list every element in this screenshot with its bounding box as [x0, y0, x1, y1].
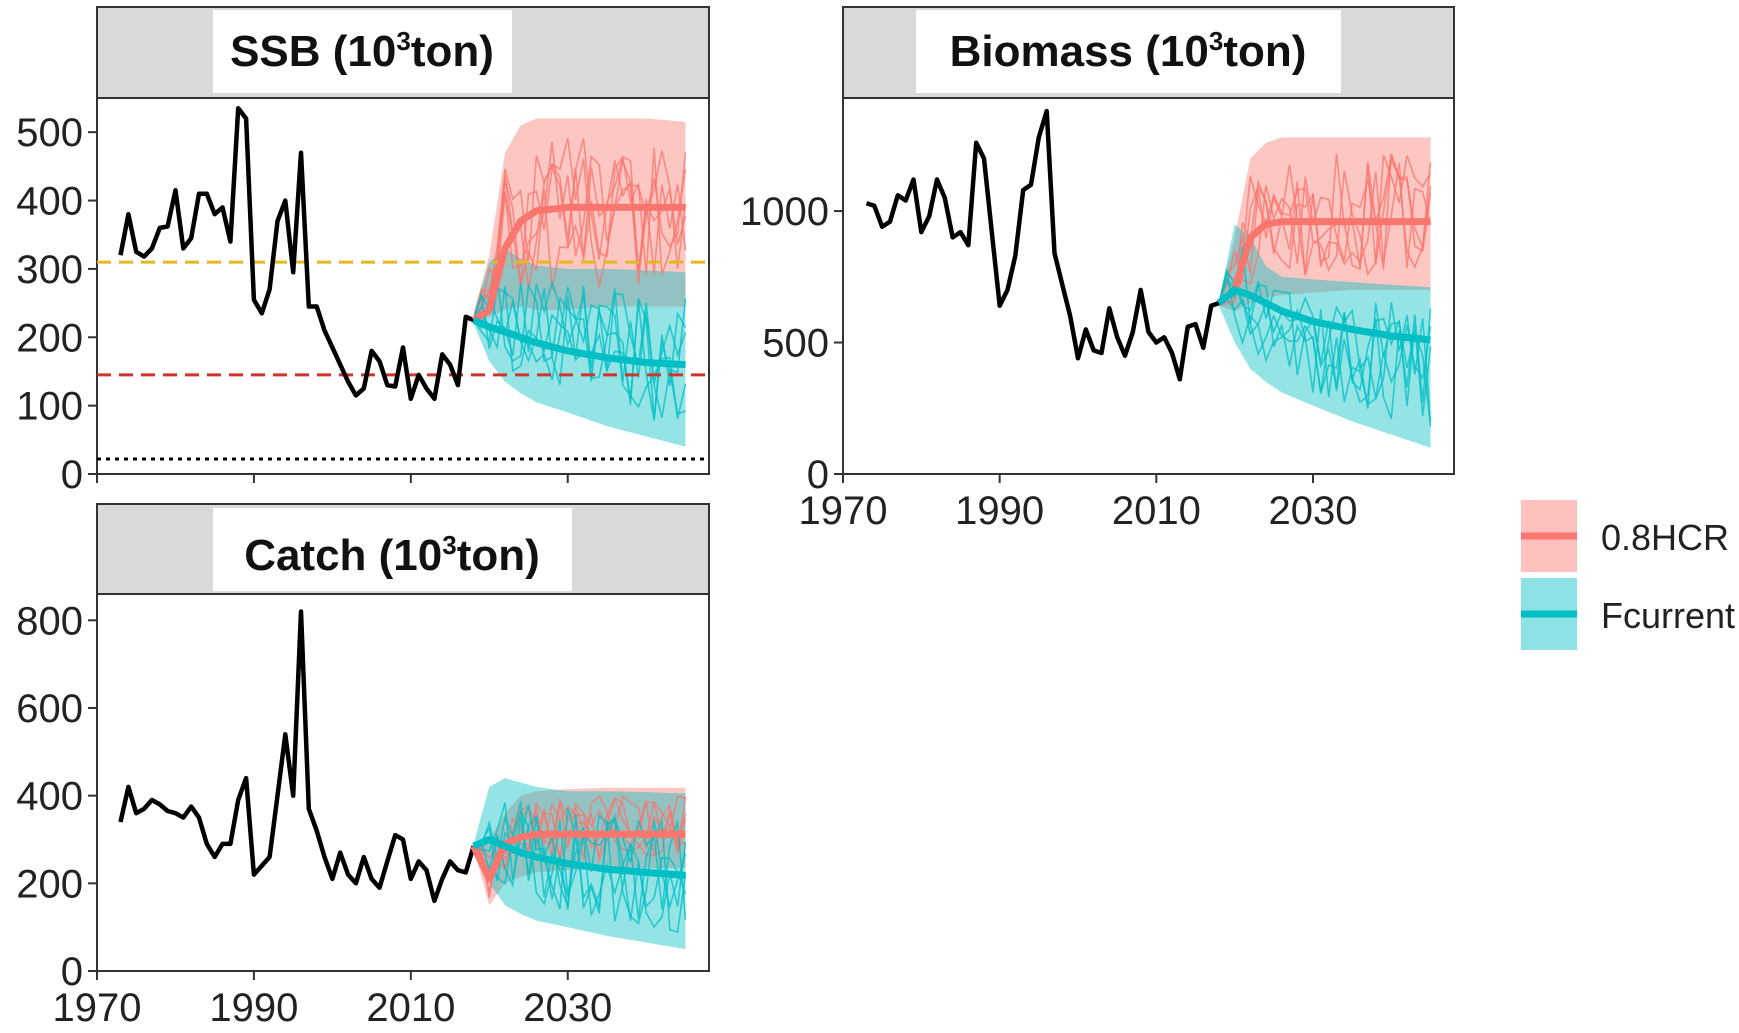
catch-xtick-label-2010: 2010 — [366, 986, 455, 1030]
biomass-plot-area — [842, 97, 1455, 475]
biomass-xtick-label-2030: 2030 — [1269, 489, 1358, 533]
biomass-xtick-label-1970: 1970 — [799, 489, 888, 533]
biomass-xtick-label-2010: 2010 — [1112, 489, 1201, 533]
biomass-hcr-trajectory-4 — [1218, 162, 1432, 304]
catch-ytick-label-600: 600 — [16, 687, 83, 731]
biomass-fcurrent-trajectory-4 — [1218, 271, 1432, 423]
catch-plot-area — [96, 593, 710, 972]
biomass-ytick-label-0: 0 — [807, 453, 829, 497]
legend: 0.8HCR Fcurrent — [1521, 500, 1735, 650]
legend-label-hcr: 0.8HCR — [1601, 517, 1729, 558]
catch-historical-line — [118, 609, 476, 904]
ssb-plot-clip — [97, 106, 709, 461]
ssb-ytick-label-400: 400 — [16, 180, 83, 224]
catch-ytick-label-400: 400 — [16, 775, 83, 819]
ssb-hcr-trajectory-1 — [472, 152, 687, 321]
ssb-hcr-trajectory-4 — [472, 138, 687, 321]
biomass-xtick-label-1990: 1990 — [955, 489, 1044, 533]
biomass-strip-label-bg — [916, 10, 1341, 93]
catch-panel: Catch (103ton) — [96, 503, 710, 972]
biomass-ytick-label-500: 500 — [762, 322, 829, 366]
ssb-fcurrent-trajectory-1 — [473, 286, 686, 421]
ssb-fcurrent-trajectory-4 — [472, 279, 687, 419]
catch-strip-label-bg — [213, 508, 572, 591]
biomass-plot-layer: 0 500 1000 1970 1990 2010 2030 — [740, 108, 1432, 533]
ssb-historical-line — [118, 106, 475, 402]
catch-xtick-label-1990: 1990 — [209, 986, 298, 1030]
ssb-fcurrent-median-line — [472, 316, 686, 369]
catch-ytick-label-800: 800 — [16, 599, 83, 643]
catch-panel-title: Catch (103ton) — [244, 530, 540, 580]
biomass-plot-clip — [865, 108, 1432, 448]
catch-plot-layer: 0 200 400 600 800 1970 1990 2010 2030 — [16, 599, 687, 1030]
ssb-ytick-label-100: 100 — [16, 385, 83, 429]
biomass-ytick-label-1000: 1000 — [740, 190, 829, 234]
catch-ytick-label-200: 200 — [16, 862, 83, 906]
catch-hcr-band — [473, 787, 686, 906]
ssb-ytick-label-500: 500 — [16, 111, 83, 155]
catch-ytick-label-0: 0 — [61, 950, 83, 994]
catch-hcr-median-line — [470, 830, 686, 883]
ssb-panel: SSB (103ton) — [96, 6, 710, 475]
ssb-plot-area — [96, 97, 710, 475]
catch-fcurrent-median-line — [472, 836, 686, 879]
catch-plot-clip — [118, 609, 687, 950]
biomass-hcr-median-line — [1216, 218, 1431, 306]
biomass-historical-line — [865, 108, 1220, 382]
ssb-strip-label-bg — [213, 10, 512, 93]
ssb-hcr-trajectory-5 — [472, 137, 687, 321]
catch-xtick-label-2030: 2030 — [523, 986, 612, 1030]
legend-label-fcurrent: Fcurrent — [1601, 595, 1735, 636]
ssb-ytick-label-200: 200 — [16, 316, 83, 360]
ssb-fcurrent-trajectory-5 — [472, 277, 687, 419]
ssb-plot-layer: 0 100 200 300 400 500 — [16, 106, 709, 497]
ssb-hcr-median-line — [471, 203, 686, 324]
ssb-ytick-label-0: 0 — [61, 453, 83, 497]
catch-xtick-label-1970: 1970 — [53, 986, 142, 1030]
ssb-ytick-label-300: 300 — [16, 248, 83, 292]
biomass-panel-title: Biomass (103ton) — [950, 26, 1307, 76]
biomass-hcr-trajectory-5 — [1218, 157, 1432, 305]
biomass-fcurrent-median-line — [1216, 286, 1431, 344]
ssb-panel-title: SSB (103ton) — [230, 26, 494, 76]
biomass-panel: Biomass (103ton) — [842, 6, 1455, 475]
biomass-fcurrent-trajectory-5 — [1218, 277, 1432, 416]
